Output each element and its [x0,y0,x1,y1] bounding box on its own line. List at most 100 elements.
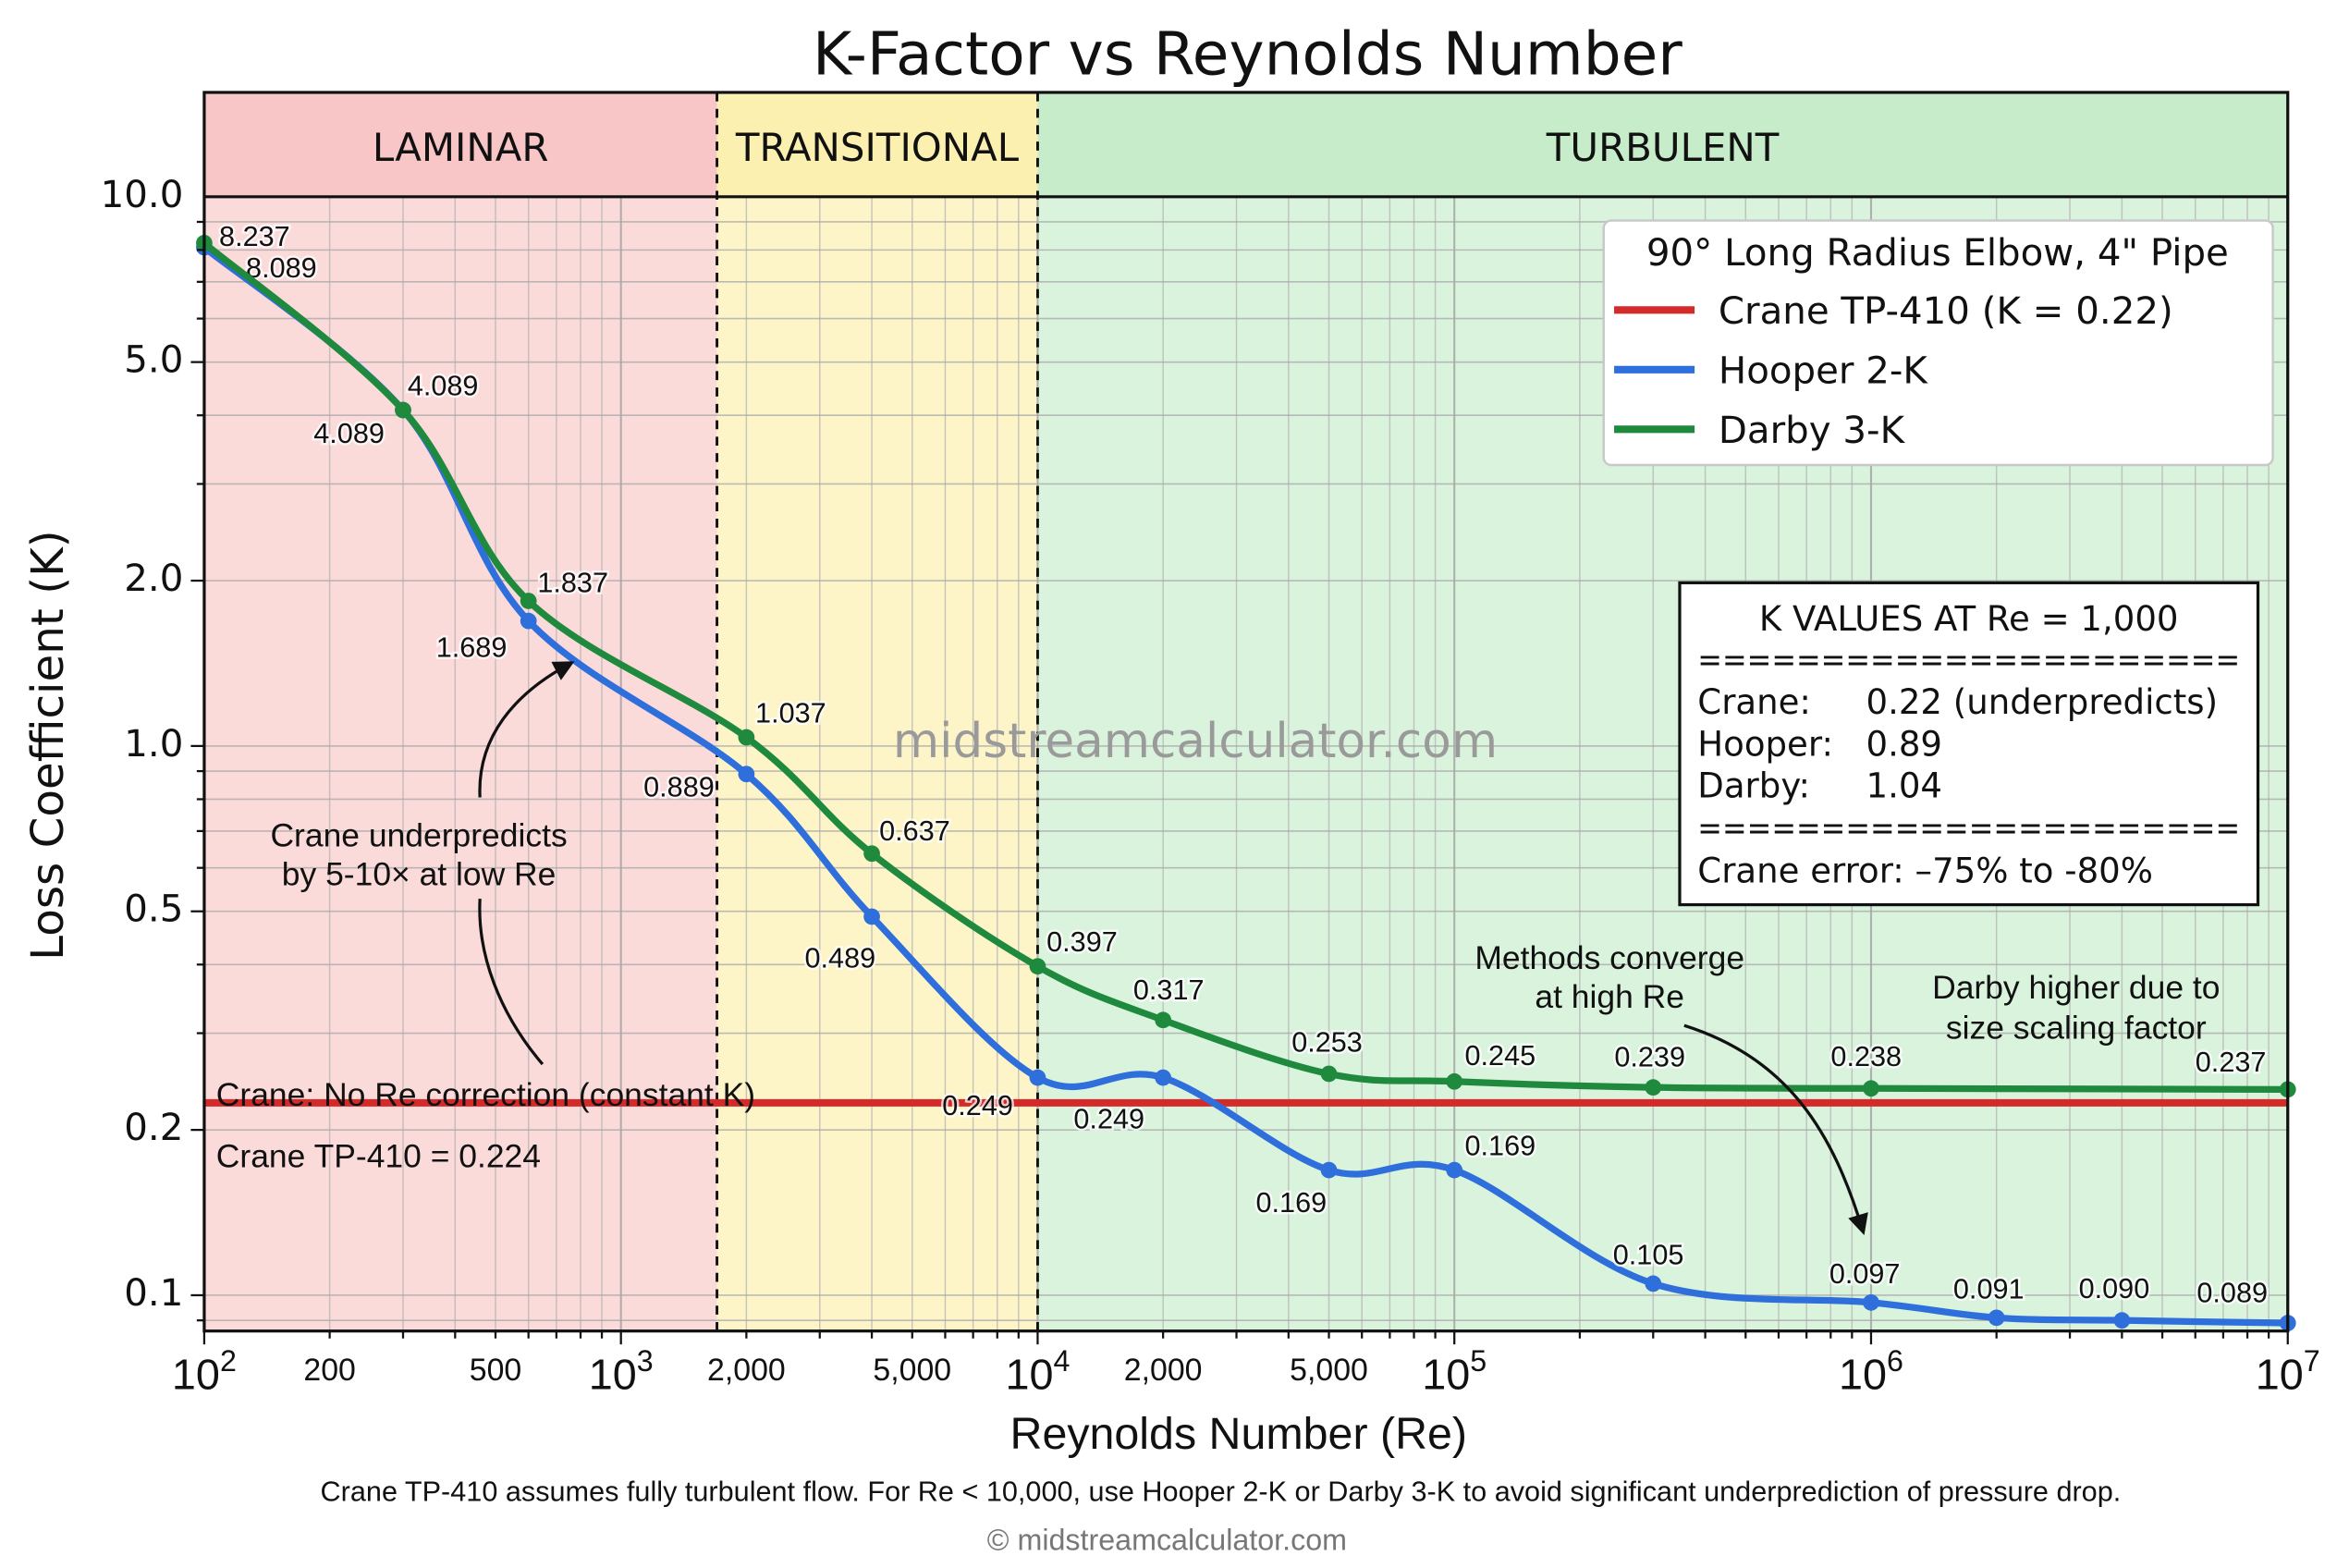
axes: 102 200 500 103 2,000 5,000 104 2,000 5,000 105 10… [101,91,2320,1399]
hooper-data-label: 0.489 [805,942,876,974]
x-tick-base: 10 [589,1351,637,1399]
y-tick-label: 5.0 [124,338,183,382]
underpredicts-note-line2: by 5-10× at low Re [282,856,557,893]
x-tick-base: 200 [303,1353,355,1388]
x-tick-base: 5,000 [1290,1353,1368,1388]
y-tick-label: 2.0 [124,557,183,600]
region-header-turbulent [1037,92,2288,197]
hooper-data-label: 0.249 [1073,1103,1144,1134]
darby-note-line1: Darby higher due to [1932,969,2220,1006]
hooper-data-label: 8.089 [246,252,317,284]
kbox-hooper-value: 0.89 [1866,724,1942,764]
darby-data-label: 0.238 [1830,1041,1902,1072]
hooper-data-label: 0.090 [2079,1273,2150,1305]
hooper-point [1155,1069,1172,1086]
region-transitional [716,196,1038,1331]
x-tick-label: 107 [2256,1344,2320,1398]
region-label-transitional: TRANSITIONAL [735,125,1020,170]
x-tick-label: 104 [1005,1344,1070,1398]
darby-point [863,845,880,863]
converge-note-line1: Methods converge [1474,939,1744,976]
watermark: midstreamcalculator.com [893,714,1498,769]
x-tick-label: 5,000 [873,1353,951,1388]
hooper-data-label: 0.105 [1613,1239,1684,1270]
darby-data-label: 0.239 [1614,1042,1685,1073]
darby-data-label: 0.637 [879,815,950,847]
x-tick-exponent: 7 [2304,1344,2320,1378]
hooper-point [1029,1069,1046,1086]
x-tick-exponent: 3 [637,1344,654,1378]
legend: 90° Long Radius Elbow, 4" Pipe Crane TP-… [1602,219,2274,467]
kbox-darby-value: 1.04 [1866,766,1942,806]
darby-point [1645,1079,1662,1096]
x-tick-label: 5,000 [1290,1353,1368,1388]
x-tick-label: 105 [1422,1344,1487,1398]
darby-point [520,593,537,609]
x-tick-exponent: 4 [1053,1344,1070,1378]
darby-point [1155,1011,1172,1029]
annotations: Crane: No Re correction (constant K) Cra… [216,661,2221,1235]
hooper-point [1320,1161,1338,1179]
x-tick-label: 500 [470,1353,521,1388]
region-label-laminar: LAMINAR [373,125,549,170]
darby-data-label: 4.089 [408,370,479,401]
darby-data-label: 0.317 [1133,974,1205,1006]
y-axis-label: Loss Coefficient (K) [22,530,74,961]
chart-title: K-Factor vs Reynolds Number [813,20,1682,90]
region-header-laminar [203,92,717,197]
darby-point [738,729,755,746]
darby-data-label: 0.237 [2196,1047,2267,1078]
hooper-point [738,766,755,783]
x-tick-base: 10 [1839,1351,1887,1399]
hooper-point [2113,1312,2131,1329]
kbox-title: K VALUES AT Re = 1,000 [1759,599,2179,639]
arrow-down-icon [478,899,544,1066]
x-tick-base: 10 [1422,1351,1470,1399]
underpredicts-note-line1: Crane underpredicts [270,817,567,854]
x-tick-base: 2,000 [707,1353,786,1388]
x-tick-base: 10 [2256,1351,2304,1399]
x-tick-label: 2,000 [1124,1353,1203,1388]
hooper-data-label: 0.097 [1829,1258,1901,1290]
crane-value-label: Crane TP-410 = 0.224 [216,1137,541,1174]
legend-title: 90° Long Radius Elbow, 4" Pipe [1646,231,2229,275]
kbox-hooper-label: Hooper: [1697,724,1833,764]
x-tick-label: 106 [1839,1344,1903,1398]
hooper-data-label: 0.889 [643,771,715,802]
legend-label-hooper: Hooper 2-K [1719,349,1929,392]
x-tick-base: 500 [470,1353,521,1388]
converge-note-line2: at high Re [1535,978,1684,1015]
hooper-point [1988,1309,2005,1327]
x-tick-base: 10 [172,1351,220,1399]
hooper-data-label: 0.169 [1464,1131,1536,1162]
kbox-crane-value: 0.22 (underpredicts) [1866,682,2218,722]
x-tick-label: 2,000 [707,1353,786,1388]
kbox-crane-label: Crane: [1697,682,1811,722]
footnote: Crane TP-410 assumes fully turbulent flo… [321,1476,2122,1507]
darby-line [202,240,2288,1093]
hooper-data-label: 0.089 [2196,1278,2268,1309]
y-tick-label: 0.5 [124,888,183,931]
hooper-data-label: 1.689 [436,631,508,663]
kbox-separator-top: ====================== [1697,641,2240,679]
darby-point [1863,1080,1879,1097]
kbox-footer: Crane error: –75% to -80% [1697,851,2153,890]
x-tick-label: 103 [589,1344,654,1398]
x-tick-exponent: 5 [1470,1344,1487,1378]
hooper-data-label: 0.091 [1953,1273,2025,1305]
region-header-transitional [716,92,1038,197]
darby-data-label: 8.237 [219,221,290,252]
crane-note: Crane: No Re correction (constant K) [216,1076,755,1113]
darby-point [1446,1072,1463,1090]
darby-data-label: 0.397 [1046,926,1118,958]
y-tick-label: 1.0 [124,722,183,766]
x-tick-base: 10 [1005,1351,1053,1399]
hooper-point [863,908,880,925]
darby-point [1029,958,1046,975]
legend-label-crane: Crane TP-410 (K = 0.22) [1719,289,2173,333]
y-tick-label: 0.1 [124,1271,183,1315]
darby-data-label: 1.837 [537,567,608,598]
converge-arrow-icon [1683,1023,1868,1235]
arrow-up-icon [478,661,575,798]
x-tick-exponent: 6 [1887,1344,1903,1378]
